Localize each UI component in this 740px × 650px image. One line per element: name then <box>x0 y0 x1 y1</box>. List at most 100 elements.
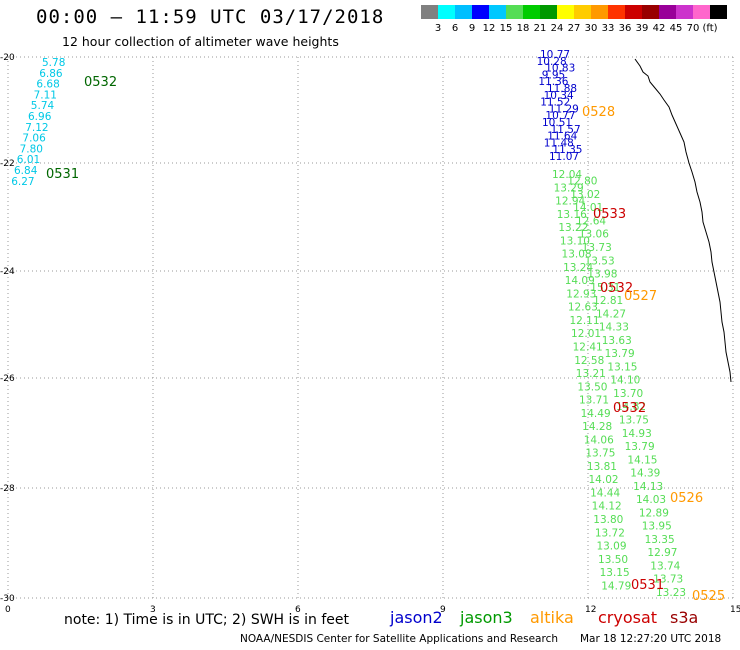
pass-label: 0526 <box>670 491 703 506</box>
wave-height-green: 13.71 <box>579 395 609 407</box>
wave-height-blue: 11.29 <box>549 103 579 115</box>
pass-label: 0527 <box>624 289 657 304</box>
wave-height-blue: 11.35 <box>552 144 582 156</box>
wave-height-green: 12.11 <box>569 315 599 327</box>
wave-height-green: 12.63 <box>568 302 598 314</box>
wave-height-green: 13.53 <box>585 255 615 267</box>
satellite-label-jason2: jason2 <box>390 608 443 627</box>
y-tick-label: -26 <box>0 374 15 384</box>
wave-height-green: 14.79 <box>601 580 631 592</box>
wave-height-green: 13.95 <box>642 521 672 533</box>
wave-height-cyan: 5.78 <box>42 57 65 69</box>
legend-label: (ft) <box>702 23 718 34</box>
legend-swatch <box>438 5 455 19</box>
wave-height-green: 12.01 <box>571 328 601 340</box>
wave-height-blue: 9.95 <box>542 69 565 81</box>
y-tick-label: -30 <box>0 594 15 604</box>
legend-label: 3 <box>434 23 442 34</box>
wave-height-cyan: 7.11 <box>34 89 57 101</box>
y-tick-label: -24 <box>0 267 15 277</box>
wave-height-green: 13.79 <box>625 441 655 453</box>
wave-height-green: 14.82 <box>616 401 646 413</box>
wave-height-green: 13.35 <box>645 534 675 546</box>
wave-height-green: 14.44 <box>590 487 620 499</box>
legend-swatch <box>557 5 574 19</box>
wave-height-cyan: 6.01 <box>17 154 40 166</box>
pass-label: 0533 <box>593 207 626 222</box>
legend-swatch <box>489 5 506 19</box>
legend-label: 6 <box>451 23 459 34</box>
wave-height-blue: 10.77 <box>540 49 570 61</box>
wave-height-cyan: 7.12 <box>25 122 48 134</box>
wave-height-cyan: 7.06 <box>22 133 46 145</box>
wave-height-cyan: 6.96 <box>28 111 52 123</box>
wave-height-green: 12.94 <box>555 196 585 208</box>
legend-swatch <box>506 5 523 19</box>
x-tick-label: 6 <box>295 605 301 615</box>
wave-height-green: 13.09 <box>596 541 626 553</box>
wave-height-green: 13.23 <box>656 587 686 599</box>
wave-height-green: 13.24 <box>563 262 593 274</box>
wave-height-green: 14.93 <box>622 428 652 440</box>
wave-height-green: 12.80 <box>567 176 597 188</box>
x-tick-label: 9 <box>440 605 446 615</box>
wave-height-blue: 11.36 <box>538 76 568 88</box>
wave-height-blue: 11.88 <box>547 83 577 95</box>
wave-height-blue: 10.77 <box>545 110 575 122</box>
wave-height-green: 14.09 <box>565 275 595 287</box>
legend-swatch <box>472 5 489 19</box>
wave-height-green: 13.50 <box>577 381 607 393</box>
pass-label: 0531 <box>631 578 664 593</box>
wave-height-green: 14.39 <box>630 468 660 480</box>
x-tick-label: 12 <box>585 605 596 615</box>
legend-label: 15 <box>499 23 513 34</box>
axis-labels: 0 3 6 9 12 15 -20 -22 -24 -26 -28 -30 <box>0 53 740 615</box>
wave-height-cyan: 7.80 <box>20 143 43 155</box>
footer-note: note: 1) Time is in UTC; 2) SWH is in fe… <box>64 612 350 628</box>
wave-height-green: 12.64 <box>576 215 606 227</box>
wave-height-cyan: 6.86 <box>39 68 63 80</box>
wave-height-green: 14.06 <box>584 434 614 446</box>
wave-height-green: 14.01 <box>573 202 603 214</box>
legend-label: 30 <box>584 23 598 34</box>
timestamp-text: Mar 18 12:27:20 UTC 2018 <box>580 633 722 645</box>
wave-height-green: 13.10 <box>560 235 590 247</box>
legend-swatch <box>710 5 727 19</box>
wave-height-green: 14.03 <box>636 494 666 506</box>
y-tick-label: -20 <box>0 53 15 63</box>
map-grid <box>7 56 734 599</box>
map-title: 00:00 — 11:59 UTC 03/17/2018 <box>36 6 385 28</box>
wave-height-green: 13.79 <box>605 348 635 360</box>
wave-height-green: 13.22 <box>558 222 588 234</box>
legend-label: 33 <box>601 23 615 34</box>
wave-height-blue: 11.64 <box>547 131 577 143</box>
wave-height-green: 12.04 <box>552 169 582 181</box>
wave-height-cyan: 6.84 <box>14 165 38 177</box>
legend-swatch <box>659 5 676 19</box>
wave-height-green: 13.75 <box>619 414 649 426</box>
wave-height-green: 14.15 <box>627 454 657 466</box>
wave-height-green: 13.63 <box>602 335 632 347</box>
wave-height-green: 15.31 <box>590 282 620 294</box>
legend-label: 39 <box>635 23 649 34</box>
wave-height-green: 13.16 <box>557 209 587 221</box>
legend-swatch <box>676 5 693 19</box>
wave-height-blue: 10.83 <box>545 63 575 75</box>
legend-label: 45 <box>669 23 683 34</box>
wave-height-green: 13.70 <box>613 388 643 400</box>
x-tick-label: 0 <box>5 605 11 615</box>
pass-label: 0531 <box>46 167 79 182</box>
wave-height-green: 12.81 <box>593 295 623 307</box>
wave-height-green: 13.73 <box>582 242 612 254</box>
legend-label: 27 <box>567 23 581 34</box>
wave-height-green: 13.06 <box>579 229 609 241</box>
wave-height-green: 12.41 <box>573 342 603 354</box>
legend-label: 9 <box>468 23 476 34</box>
pass-label: 0532 <box>84 75 117 90</box>
wave-height-cyan: 6.27 <box>11 176 34 188</box>
satellite-label-cryosat: cryosat <box>598 608 658 627</box>
wave-height-blue: 11.48 <box>544 137 574 149</box>
pass-label: 0525 <box>692 589 725 604</box>
